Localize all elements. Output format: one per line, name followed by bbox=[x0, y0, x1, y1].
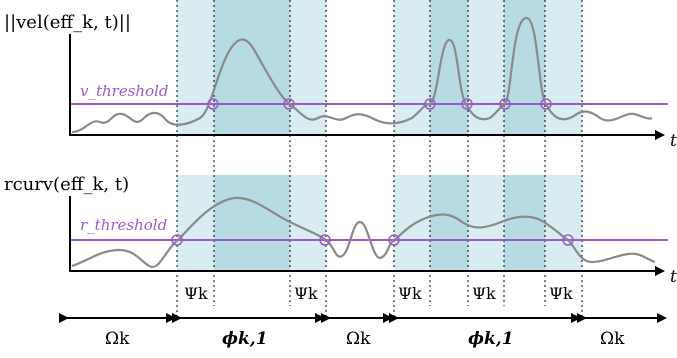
curvature-threshold-label: r_threshold bbox=[80, 216, 167, 234]
psi-region bbox=[394, 0, 430, 135]
psi-label: Ψk bbox=[549, 284, 573, 303]
intersection-circle bbox=[461, 98, 473, 110]
intersection-circle bbox=[283, 98, 295, 110]
intersection-circle bbox=[562, 234, 574, 246]
phi-core-region bbox=[430, 0, 468, 135]
intersection-circle bbox=[540, 98, 552, 110]
shaded-regions-bottom bbox=[177, 175, 582, 271]
intersection-markers bbox=[171, 98, 574, 246]
velocity-curve bbox=[71, 16, 653, 134]
phi-label: ϕk,1 bbox=[222, 329, 268, 349]
omega-label: Ωk bbox=[346, 329, 371, 349]
velocity-threshold-label: v_threshold bbox=[80, 82, 169, 100]
intersection-circle bbox=[207, 98, 219, 110]
intersection-circle bbox=[499, 98, 511, 110]
intersection-circle bbox=[319, 234, 331, 246]
omega-label: Ωk bbox=[105, 329, 130, 349]
bottom-t-label: t bbox=[670, 267, 677, 287]
phi-core-region bbox=[214, 0, 290, 135]
psi-label: Ψk bbox=[294, 284, 318, 303]
psi-region bbox=[290, 175, 326, 271]
bottom-y-axis-label: rcurv(eff_k, t) bbox=[4, 174, 129, 195]
psi-region bbox=[545, 175, 582, 271]
intersection-circle bbox=[424, 98, 436, 110]
phi-core-region bbox=[504, 175, 545, 271]
psi-region bbox=[290, 0, 326, 135]
psi-label: Ψk bbox=[184, 284, 208, 303]
intersection-circle bbox=[171, 234, 183, 246]
psi-region bbox=[394, 175, 430, 271]
top-t-label: t bbox=[670, 131, 677, 151]
intersection-circle bbox=[388, 234, 400, 246]
psi-region bbox=[468, 0, 504, 135]
phi-core-region bbox=[214, 175, 290, 271]
psi-region bbox=[177, 0, 214, 135]
psi-label: Ψk bbox=[398, 284, 422, 303]
psi-label: Ψk bbox=[472, 284, 496, 303]
phi-label: ϕk,1 bbox=[468, 329, 514, 349]
top-y-axis-label: ||vel(eff_k, t)|| bbox=[4, 12, 131, 33]
boundary-lines bbox=[176, 0, 583, 318]
curvature-curve bbox=[71, 196, 656, 268]
omega-label: Ωk bbox=[600, 329, 625, 349]
